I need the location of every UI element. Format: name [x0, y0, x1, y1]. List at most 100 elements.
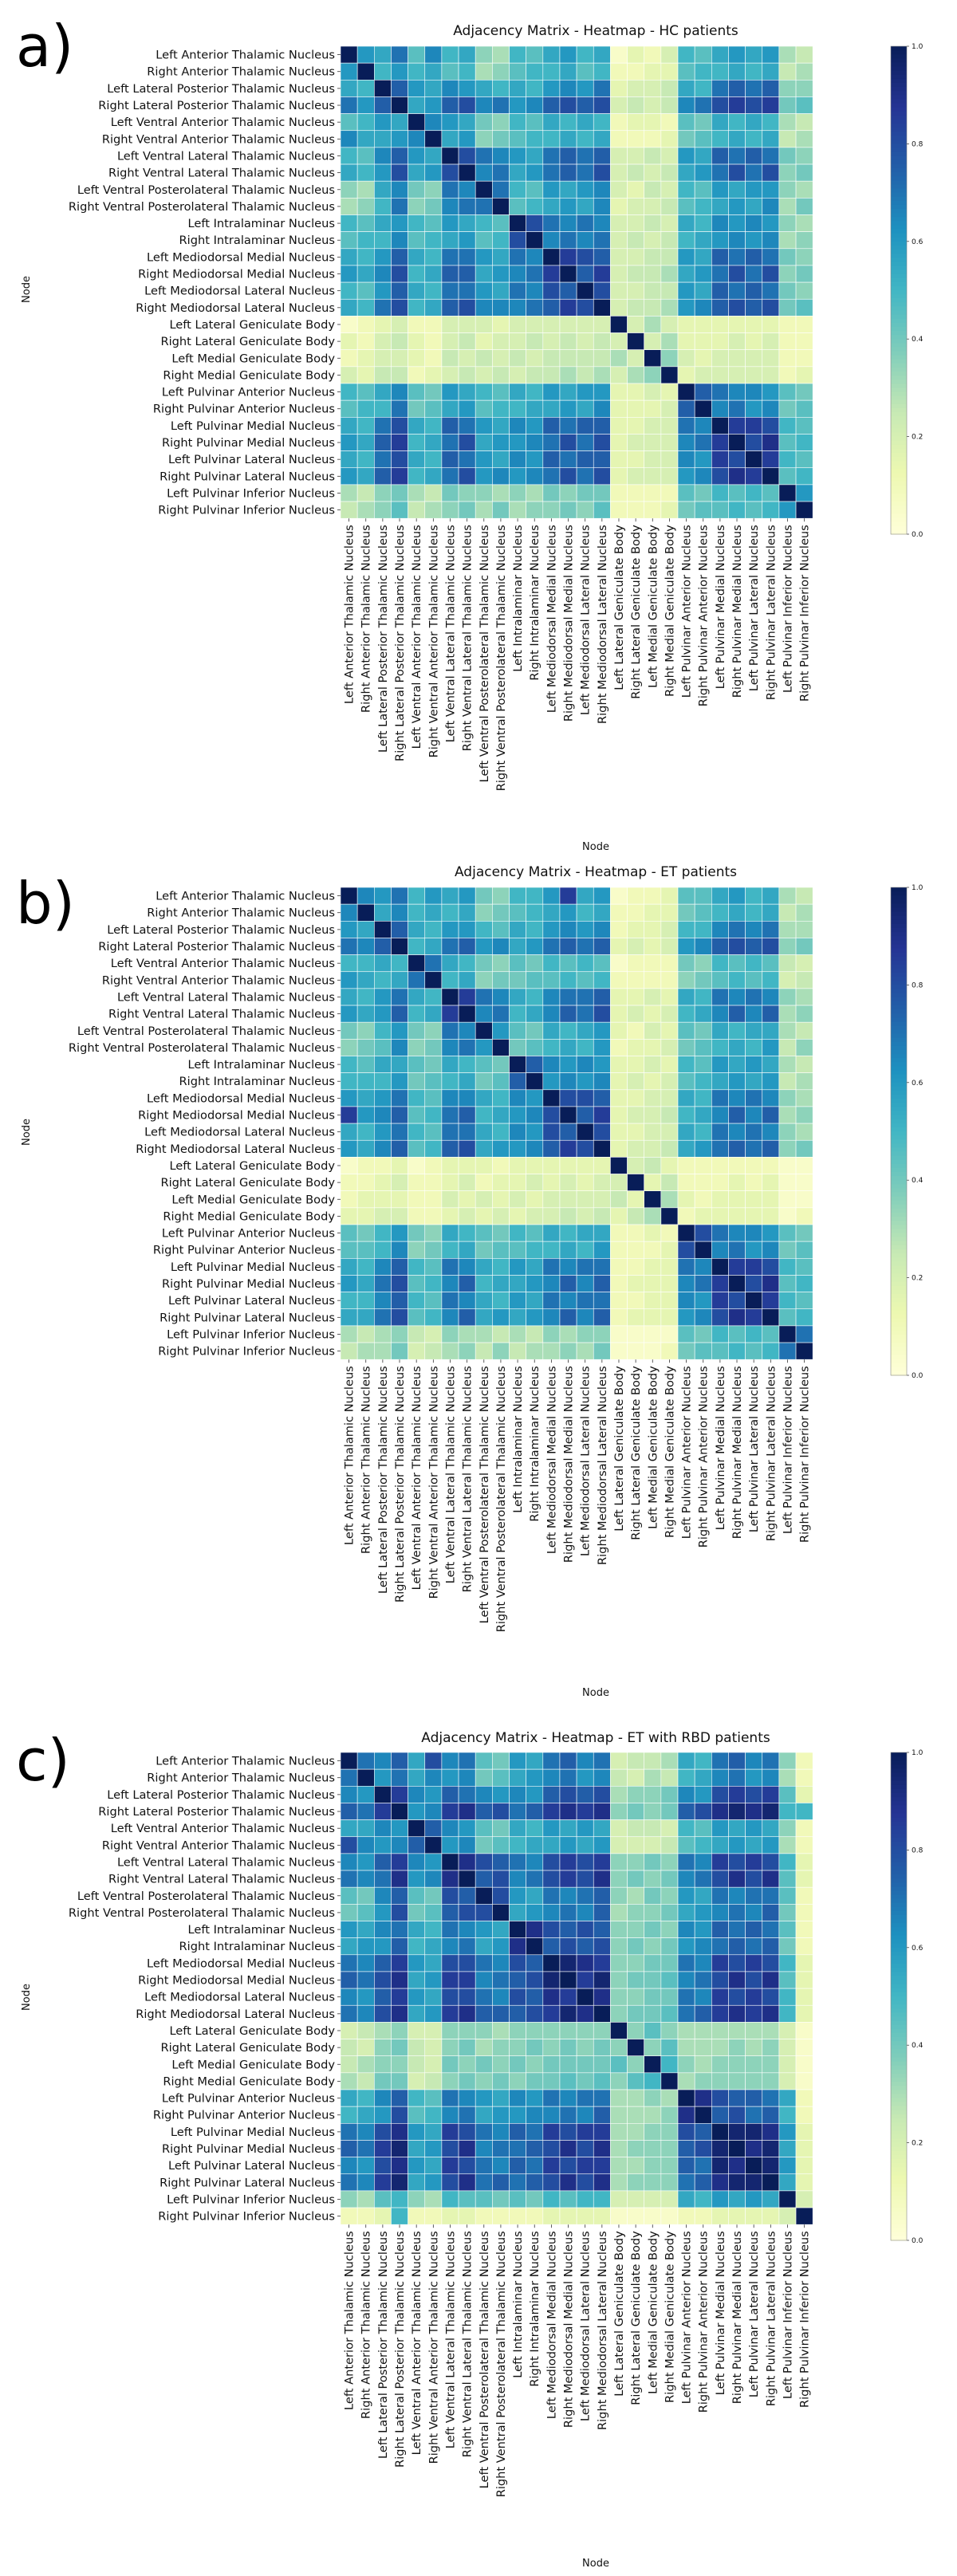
heatmap-cell-c-r21-c1	[356, 2106, 375, 2124]
heatmap-cells-c	[340, 1752, 813, 2225]
heatmap-cell-a-r25-c16	[610, 467, 628, 486]
heatmap-cell-b-r15-c17	[627, 1139, 644, 1158]
heatmap-cell-b-r6-c13	[559, 988, 577, 1006]
heatmap-cell-c-r0-c20	[677, 1752, 695, 1770]
heatmap-cell-b-r25-c7	[458, 1308, 476, 1327]
heatmap-cell-c-r4-c14	[576, 1819, 594, 1838]
heatmap-cell-b-r14-c12	[542, 1123, 561, 1141]
heatmap-cell-c-r3-c24	[745, 1803, 763, 1820]
heatmap-cell-b-r17-c12	[542, 1174, 561, 1191]
colorbar-strip-a-30	[891, 168, 907, 173]
heatmap-cell-b-r9-c11	[526, 1039, 544, 1056]
heatmap-cell-a-r22-c16	[610, 416, 628, 435]
colorbar-strip-a-104	[891, 469, 907, 474]
heatmap-cell-c-r3-c25	[762, 1803, 780, 1820]
colorbar-strip-a-25	[891, 147, 907, 153]
heatmap-cell-c-r20-c5	[424, 2089, 443, 2107]
heatmap-cell-b-r23-c9	[492, 1275, 510, 1292]
col-label-c-19: Right Medial Geniculate Body	[663, 2231, 676, 2403]
heatmap-cell-a-r20-c26	[778, 383, 797, 401]
heatmap-cell-b-r18-c20	[677, 1190, 695, 1209]
heatmap-cell-a-r26-c1	[356, 484, 375, 502]
heatmap-cell-b-r1-c22	[711, 903, 729, 922]
row-label-b-17: Right Lateral Geniculate Body	[160, 1176, 335, 1190]
heatmap-cell-c-r17-c1	[356, 2039, 375, 2056]
heatmap-cell-a-r0-c21	[694, 45, 712, 64]
colorbar-strip-b-111	[891, 1339, 907, 1343]
heatmap-cell-b-r15-c8	[475, 1139, 493, 1158]
heatmap-cell-a-r0-c16	[610, 45, 628, 64]
heatmap-cell-a-r4-c21	[694, 113, 712, 132]
heatmap-cell-a-r5-c4	[408, 130, 426, 148]
heatmap-cell-c-r12-c6	[441, 1954, 459, 1972]
heatmap-cell-b-r19-c27	[795, 1207, 813, 1225]
heatmap-cell-c-r9-c24	[745, 1904, 763, 1921]
heatmap-cell-a-r16-c15	[593, 316, 611, 333]
heatmap-cell-c-r0-c22	[711, 1752, 729, 1770]
heatmap-cell-c-r13-c9	[492, 1971, 510, 1989]
heatmap-cell-c-r16-c27	[795, 2022, 813, 2039]
heatmap-cell-c-r22-c22	[711, 2122, 729, 2141]
colorbar-tick-label-b-4: 0.8	[912, 981, 924, 989]
heatmap-cell-a-r11-c6	[441, 231, 459, 250]
heatmap-cell-c-r11-c20	[677, 1937, 695, 1956]
colorbar-strip-a-24	[891, 144, 907, 149]
heatmap-cell-c-r1-c1	[356, 1768, 375, 1787]
heatmap-cell-a-r17-c11	[526, 332, 544, 350]
colorbar-strip-c-6	[891, 1776, 907, 1782]
heatmap-cell-b-r10-c17	[627, 1056, 644, 1073]
heatmap-cell-a-r15-c8	[475, 298, 493, 317]
colorbar-strip-b-53	[891, 1103, 907, 1107]
heatmap-cell-c-r26-c16	[610, 2190, 628, 2208]
heatmap-cell-a-r7-c11	[526, 163, 544, 182]
heatmap-cell-b-r25-c16	[610, 1308, 628, 1327]
col-label-a-11: Right Intralaminar Nucleus	[528, 525, 542, 680]
heatmap-cell-a-r23-c20	[677, 434, 695, 451]
col-label-b-24: Left Pulvinar Lateral Nucleus	[747, 1366, 761, 1532]
heatmap-cell-a-r2-c21	[694, 80, 712, 97]
colorbar-strip-b-78	[891, 1204, 907, 1209]
heatmap-cell-a-r14-c2	[373, 281, 392, 300]
heatmap-cell-c-r15-c21	[694, 2004, 712, 2023]
colorbar-strip-b-71	[891, 1176, 907, 1181]
heatmap-cell-a-r27-c16	[610, 501, 628, 519]
heatmap-cell-a-r13-c25	[762, 265, 780, 283]
heatmap-cell-b-r27-c18	[644, 1342, 662, 1360]
col-label-a-6: Left Ventral Lateral Thalamic Nucleus	[443, 525, 457, 742]
heatmap-cell-a-r3-c26	[778, 96, 797, 114]
heatmap-cell-c-r26-c1	[356, 2190, 375, 2208]
col-label-a-7: Right Ventral Lateral Thalamic Nucleus	[461, 525, 475, 751]
heatmap-cell-c-r20-c13	[559, 2089, 577, 2107]
heatmap-cell-c-r5-c6	[441, 1836, 459, 1854]
heatmap-cell-c-r9-c8	[475, 1904, 493, 1921]
heatmap-cell-a-r27-c26	[778, 501, 797, 519]
colorbar-strip-b-49	[891, 1086, 907, 1091]
heatmap-cell-c-r15-c23	[728, 2004, 746, 2023]
heatmap-cell-a-r17-c20	[677, 332, 695, 350]
heatmap-cell-a-r24-c21	[694, 450, 712, 469]
heatmap-cell-b-r21-c23	[728, 1241, 746, 1259]
colorbar-strip-b-56	[891, 1115, 907, 1120]
heatmap-cell-c-r8-c18	[644, 1886, 662, 1905]
heatmap-cell-a-r1-c6	[441, 62, 459, 81]
heatmap-cell-a-r12-c2	[373, 248, 392, 266]
heatmap-cell-b-r19-c0	[340, 1207, 358, 1225]
colorbar-strip-b-5	[891, 907, 907, 913]
heatmap-cell-b-r13-c21	[694, 1106, 712, 1124]
heatmap-cell-a-r27-c7	[458, 501, 476, 519]
heatmap-cell-a-r3-c4	[408, 96, 426, 114]
heatmap-cell-a-r16-c20	[677, 316, 695, 333]
heatmap-cell-a-r15-c9	[492, 298, 510, 317]
heatmap-cell-a-r0-c22	[711, 45, 729, 64]
heatmap-cell-a-r24-c10	[509, 450, 526, 469]
heatmap-cell-b-r21-c20	[677, 1241, 695, 1259]
heatmap-cell-a-r15-c12	[542, 298, 561, 317]
heatmap-cell-a-r20-c23	[728, 383, 746, 401]
heatmap-cell-c-r12-c20	[677, 1954, 695, 1972]
heatmap-cell-c-r17-c20	[677, 2039, 695, 2056]
heatmap-cell-a-r4-c8	[475, 113, 493, 132]
heatmap-cell-b-r3-c23	[728, 938, 746, 955]
colorbar-strip-c-96	[891, 2142, 907, 2148]
colorbar-strip-c-3	[891, 1764, 907, 1769]
heatmap-cell-c-r8-c25	[762, 1886, 780, 1905]
